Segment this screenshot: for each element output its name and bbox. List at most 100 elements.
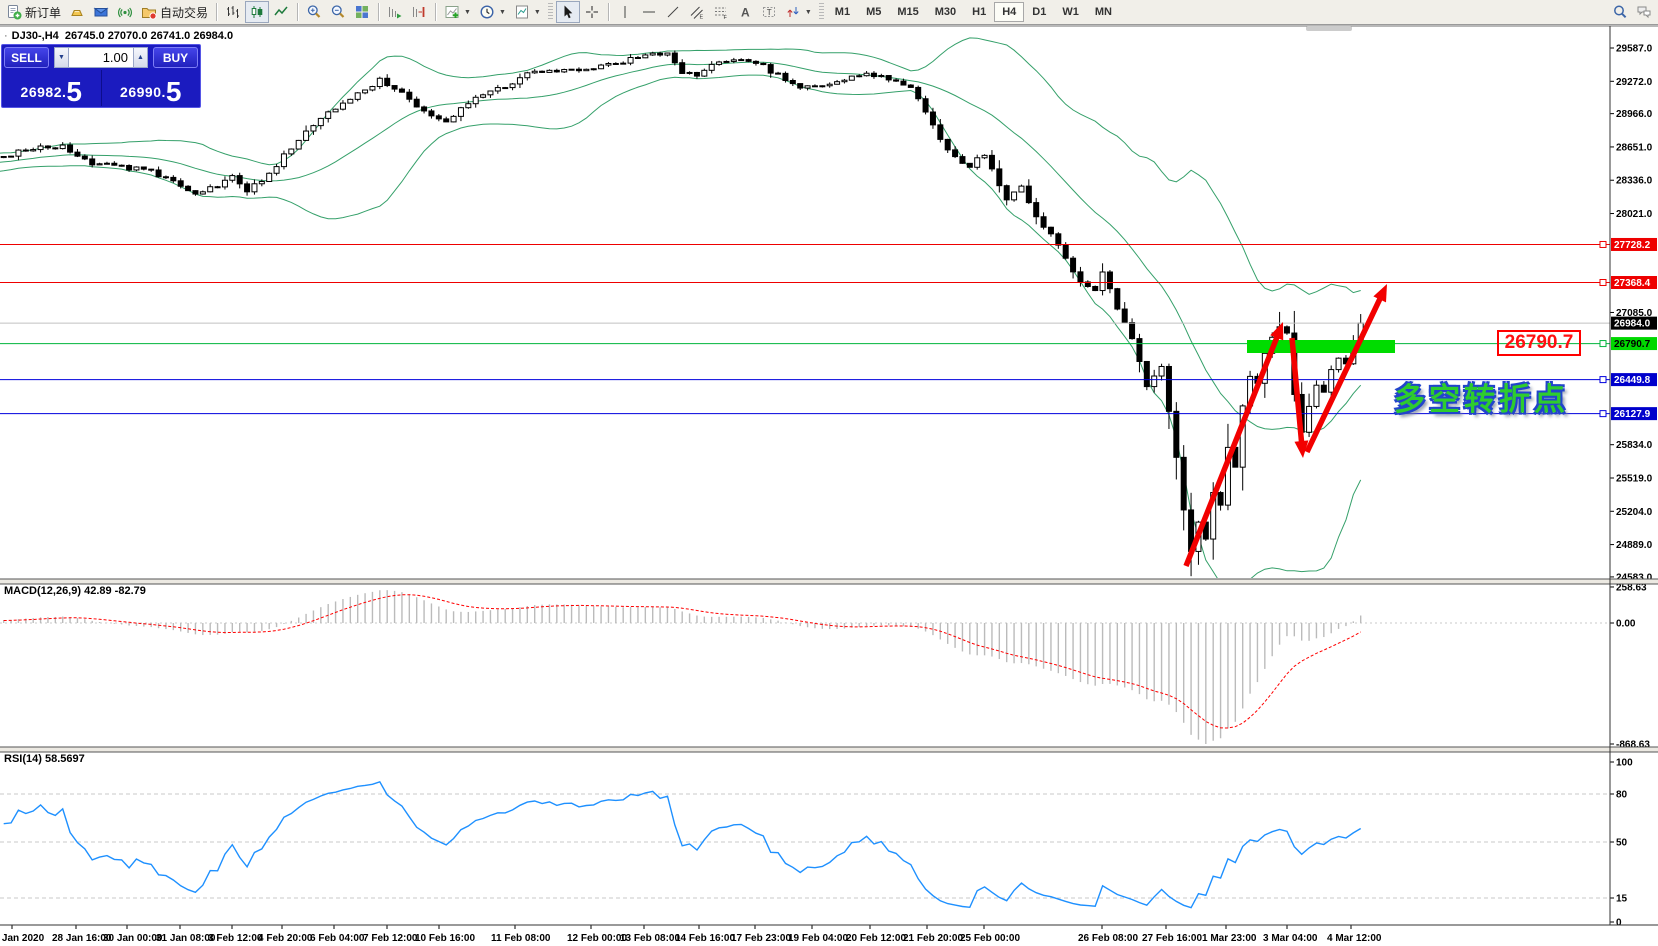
line-chart-mode-button[interactable] bbox=[269, 1, 293, 23]
svg-text:258.63: 258.63 bbox=[1616, 582, 1647, 593]
svg-text:28021.0: 28021.0 bbox=[1616, 209, 1653, 220]
svg-text:19 Feb 04:00: 19 Feb 04:00 bbox=[788, 933, 848, 944]
toolbar-grip bbox=[547, 3, 553, 21]
timeframe-mn-button[interactable]: MN bbox=[1087, 2, 1120, 22]
chart-scrollbar[interactable] bbox=[1306, 26, 1352, 31]
horizontal-line-icon bbox=[641, 4, 657, 20]
svg-text:4 Mar 12:00: 4 Mar 12:00 bbox=[1327, 933, 1382, 944]
auto-scroll-button[interactable] bbox=[383, 1, 407, 23]
autotrade-label: 自动交易 bbox=[160, 5, 209, 20]
rsi-axis[interactable]: 100 80 50 15 0 bbox=[1610, 758, 1633, 929]
channel-tool-button[interactable]: E bbox=[685, 1, 709, 23]
mail-button[interactable] bbox=[89, 1, 113, 23]
templates-button[interactable]: ▼ bbox=[510, 1, 545, 23]
fibonacci-tool-button[interactable]: F bbox=[709, 1, 733, 23]
chat-button[interactable] bbox=[1632, 1, 1656, 23]
buy-button[interactable]: BUY bbox=[153, 47, 198, 68]
svg-text:26984.0: 26984.0 bbox=[1614, 319, 1651, 330]
toolbar-separator bbox=[607, 3, 609, 21]
zoom-out-button[interactable] bbox=[326, 1, 350, 23]
timeframe-d1-button[interactable]: D1 bbox=[1024, 2, 1054, 22]
macd-axis[interactable]: 258.63 0.00 -868.63 bbox=[1610, 582, 1650, 751]
sell-price-main: 26982. bbox=[20, 84, 67, 100]
timeframe-h1-button[interactable]: H1 bbox=[964, 2, 994, 22]
zoom-in-button[interactable] bbox=[302, 1, 326, 23]
chevron-down-icon: ▼ bbox=[464, 8, 471, 16]
text-label-tool-button[interactable]: T bbox=[757, 1, 781, 23]
indicators-button[interactable]: ▼ bbox=[440, 1, 475, 23]
timeframe-m30-button[interactable]: M30 bbox=[927, 2, 964, 22]
svg-text:20 Feb 12:00: 20 Feb 12:00 bbox=[846, 933, 906, 944]
bar-chart-mode-button[interactable] bbox=[221, 1, 245, 23]
timeframe-m5-button[interactable]: M5 bbox=[858, 2, 889, 22]
buy-price-pips: 5 bbox=[165, 76, 182, 108]
search-button[interactable] bbox=[1608, 1, 1632, 23]
svg-text:26127.9: 26127.9 bbox=[1614, 409, 1651, 420]
cursor-tool-button[interactable] bbox=[555, 1, 580, 23]
one-click-trading-panel: SELL ▼ 1.00 ▲ BUY 26982. 5 26990. 5 bbox=[1, 44, 201, 108]
price-callout-box[interactable]: 26790.7 bbox=[1497, 330, 1581, 356]
sell-price-button[interactable]: 26982. 5 bbox=[2, 70, 102, 106]
svg-text:21 Feb 20:00: 21 Feb 20:00 bbox=[903, 933, 963, 944]
chart-shift-button[interactable] bbox=[407, 1, 431, 23]
macd-panel-label: MACD(12,26,9) 42.89 -82.79 bbox=[4, 585, 146, 597]
arrows-tool-button[interactable]: ▼ bbox=[781, 1, 816, 23]
toolbar: 新订单 自动交易 ▼ ▼ ▼ E F A T ▼ bbox=[0, 0, 1658, 25]
new-order-button[interactable]: 新订单 bbox=[2, 1, 65, 23]
svg-text:29587.0: 29587.0 bbox=[1616, 44, 1653, 55]
trendline-tool-button[interactable] bbox=[661, 1, 685, 23]
cursor-icon bbox=[560, 4, 576, 20]
svg-text:29272.0: 29272.0 bbox=[1616, 77, 1653, 88]
macd-title: MACD(12,26,9) bbox=[4, 585, 82, 597]
timeframe-m15-button[interactable]: M15 bbox=[889, 2, 926, 22]
toolbar-grip bbox=[818, 3, 824, 21]
arrow-objects-icon bbox=[785, 4, 801, 20]
timeframe-m1-button[interactable]: M1 bbox=[827, 2, 858, 22]
svg-text:7 Feb 12:00: 7 Feb 12:00 bbox=[363, 933, 418, 944]
chart-symbol-period: DJ30-,H4 bbox=[11, 30, 59, 42]
svg-text:14 Feb 16:00: 14 Feb 16:00 bbox=[675, 933, 735, 944]
panel-frames bbox=[0, 25, 1658, 926]
new-order-icon bbox=[6, 4, 22, 20]
svg-text:26 Feb 08:00: 26 Feb 08:00 bbox=[1078, 933, 1138, 944]
autotrade-button[interactable]: 自动交易 bbox=[137, 1, 212, 23]
one-click-toggle-icon[interactable]: · bbox=[4, 30, 8, 42]
svg-text:13 Feb 08:00: 13 Feb 08:00 bbox=[620, 933, 680, 944]
buy-price-button[interactable]: 26990. 5 bbox=[102, 70, 201, 106]
periods-button[interactable]: ▼ bbox=[475, 1, 510, 23]
text-label-icon: T bbox=[761, 4, 777, 20]
svg-text:80: 80 bbox=[1616, 790, 1628, 801]
gold-button[interactable] bbox=[65, 1, 89, 23]
vertical-line-icon bbox=[617, 4, 633, 20]
vertical-line-tool-button[interactable] bbox=[613, 1, 637, 23]
svg-text:25 Feb 00:00: 25 Feb 00:00 bbox=[960, 933, 1020, 944]
drawn-objects[interactable] bbox=[1183, 284, 1395, 568]
crosshair-tool-button[interactable] bbox=[580, 1, 604, 23]
text-tool-button[interactable]: A bbox=[733, 1, 757, 23]
sell-button[interactable]: SELL bbox=[4, 47, 49, 68]
toolbar-separator bbox=[378, 3, 380, 21]
volume-down-button[interactable]: ▼ bbox=[54, 47, 69, 68]
chart-shift-icon bbox=[411, 4, 427, 20]
rsi-panel-label: RSI(14) 58.5697 bbox=[4, 753, 85, 765]
svg-text:1 Mar 23:00: 1 Mar 23:00 bbox=[1202, 933, 1257, 944]
bar-chart-icon bbox=[225, 4, 241, 20]
candlestick-mode-button[interactable] bbox=[245, 1, 270, 23]
macd-signal-line bbox=[3, 594, 1361, 729]
timeframe-w1-button[interactable]: W1 bbox=[1054, 2, 1087, 22]
svg-text:25834.0: 25834.0 bbox=[1616, 440, 1653, 451]
volume-field[interactable]: 1.00 bbox=[69, 47, 133, 68]
svg-text:E: E bbox=[699, 15, 703, 21]
tile-windows-button[interactable] bbox=[350, 1, 374, 23]
new-order-label: 新订单 bbox=[25, 5, 62, 20]
rsi-levels bbox=[0, 793, 1610, 899]
volume-up-button[interactable]: ▲ bbox=[133, 47, 148, 68]
horizontal-lines[interactable]: 27728.2 27368.4 26984.0 26790.7 26449.8 26127… bbox=[0, 237, 1657, 421]
turning-point-annotation[interactable]: 多空转折点 bbox=[1394, 382, 1569, 418]
signals-button[interactable] bbox=[113, 1, 137, 23]
horizontal-line-tool-button[interactable] bbox=[637, 1, 661, 23]
price-axis[interactable]: 29587.0 29272.0 28966.0 28651.0 28336.0 28021… bbox=[1610, 44, 1653, 584]
timeframe-h4-button[interactable]: H4 bbox=[994, 2, 1025, 22]
